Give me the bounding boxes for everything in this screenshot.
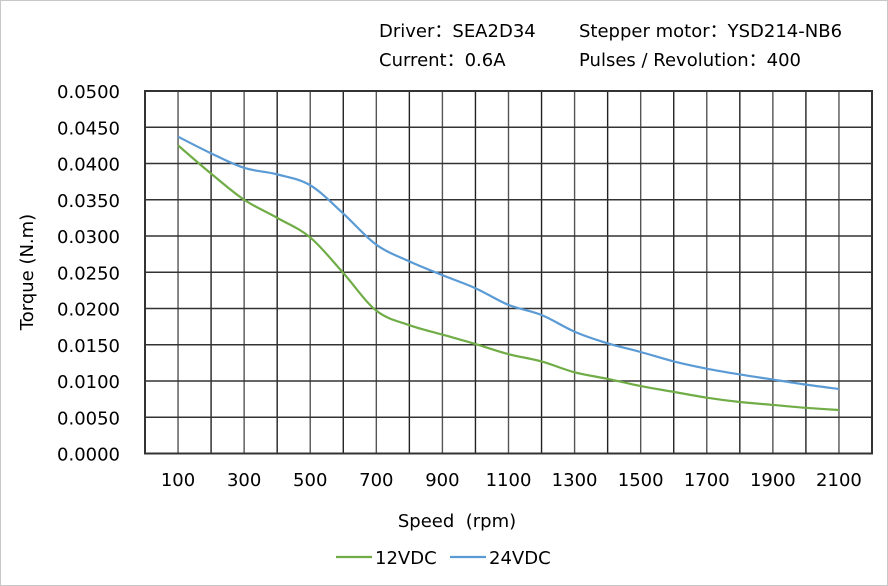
y-tick-label: 0.0150 xyxy=(57,336,120,357)
y-tick-labels: 0.0000 0.0050 0.0100 0.0150 0.0200 0.0250 0.03… xyxy=(57,82,120,466)
motor-label: Stepper motor：YSD214-NB6 xyxy=(579,21,843,42)
y-tick-label: 0.0100 xyxy=(57,372,120,393)
pulses-label: Pulses / Revolution：400 xyxy=(579,50,801,71)
x-tick-label: 700 xyxy=(359,470,393,491)
legend-label-24vdc: 24VDC xyxy=(489,548,551,569)
grid xyxy=(144,90,873,455)
current-label: Current：0.6A xyxy=(379,50,506,71)
x-tick-label: 1500 xyxy=(618,470,664,491)
y-tick-label: 0.0450 xyxy=(57,118,120,139)
y-tick-label: 0.0200 xyxy=(57,300,120,321)
y-tick-label: 0.0300 xyxy=(57,227,120,248)
y-tick-label: 0.0000 xyxy=(57,445,120,466)
x-tick-label: 300 xyxy=(227,470,261,491)
y-tick-label: 0.0050 xyxy=(57,408,120,429)
x-tick-labels: 100 300 500 700 900 1100 1300 1500 1700 1900 2100 xyxy=(161,470,862,491)
y-tick-label: 0.0250 xyxy=(57,263,120,284)
series-line-12vdc xyxy=(177,144,840,412)
plot-area-border xyxy=(144,90,873,455)
x-axis-label: Speed (rpm) xyxy=(398,511,516,532)
x-tick-label: 100 xyxy=(161,470,195,491)
y-axis-label: Torque (N.m) xyxy=(17,214,38,331)
y-tick-label: 0.0400 xyxy=(57,155,120,176)
legend: 12VDC 24VDC xyxy=(336,548,551,569)
y-tick-label: 0.0350 xyxy=(57,191,120,212)
x-tick-label: 500 xyxy=(293,470,327,491)
x-tick-label: 1100 xyxy=(486,470,532,491)
x-tick-label: 1300 xyxy=(552,470,598,491)
x-tick-label: 1900 xyxy=(750,470,796,491)
x-tick-label: 1700 xyxy=(684,470,730,491)
legend-label-12vdc: 12VDC xyxy=(375,548,437,569)
x-tick-label: 2100 xyxy=(816,470,862,491)
driver-label: Driver：SEA2D34 xyxy=(379,21,536,42)
y-tick-label: 0.0500 xyxy=(57,82,120,103)
series-line-24vdc xyxy=(177,135,840,391)
series-lines xyxy=(177,135,840,412)
x-tick-label: 900 xyxy=(425,470,459,491)
